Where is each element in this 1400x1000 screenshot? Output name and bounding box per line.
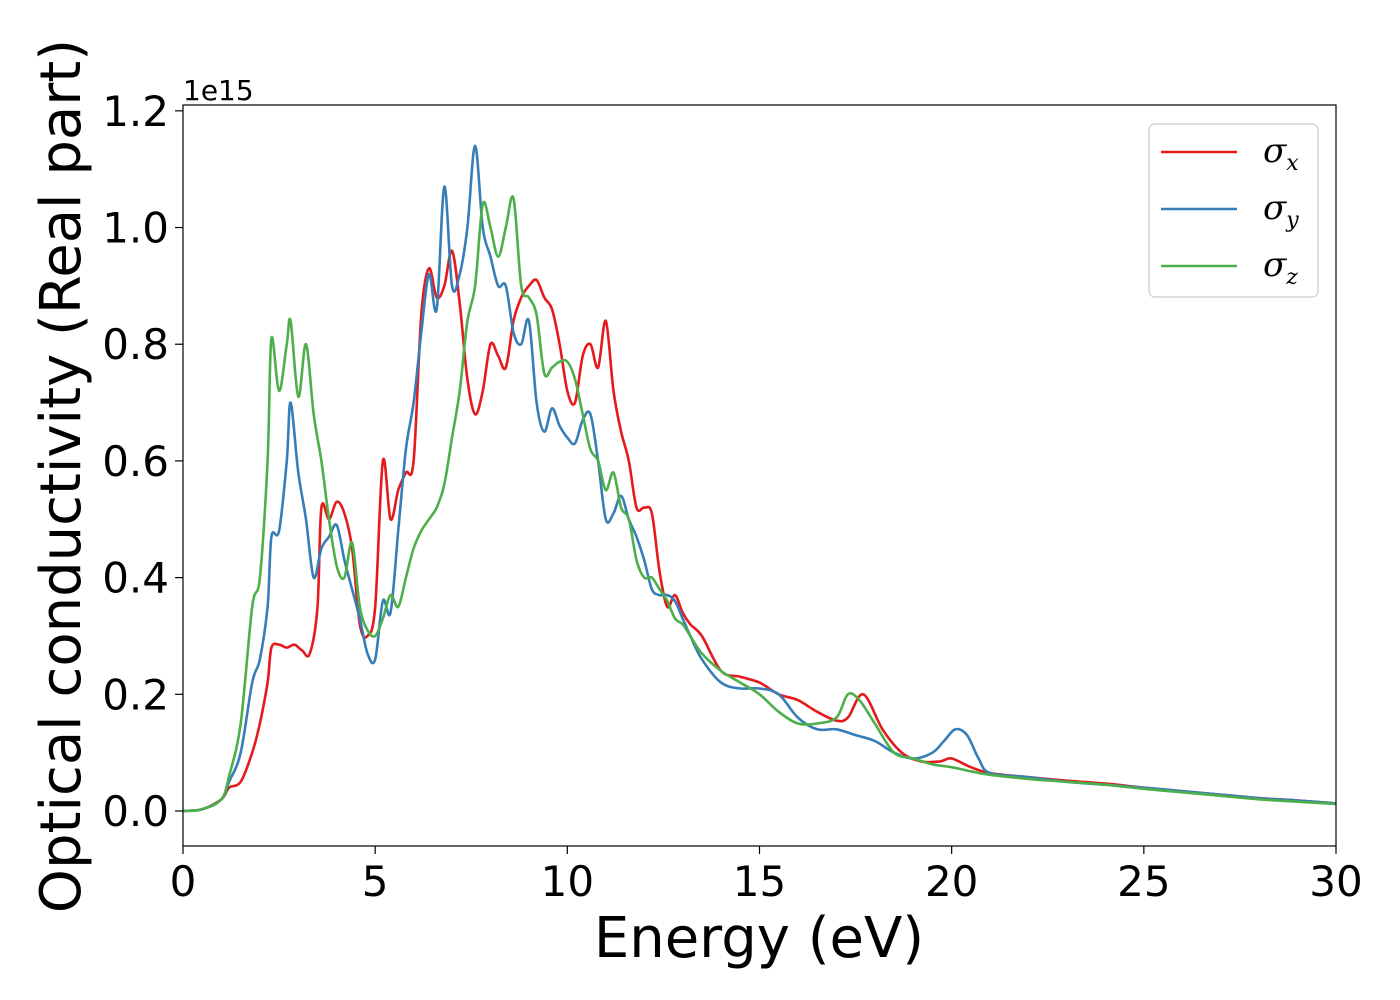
y-offset-label: 1e15	[183, 74, 254, 107]
series-line-z	[183, 195, 1336, 813]
y-axis-label: Optical conductivity (Real part)	[29, 39, 94, 913]
legend-label-z: σz	[1263, 245, 1298, 290]
y-tick-label: 0.0	[102, 787, 169, 836]
x-tick-label: 0	[170, 857, 197, 906]
y-tick-label: 1.0	[102, 204, 169, 253]
y-axis: 0.0 0.2 0.4 0.6 0.8 1.0 1.2	[102, 87, 183, 836]
y-tick-label: 0.6	[102, 437, 169, 486]
x-tick-label: 20	[925, 857, 978, 906]
x-tick-label: 5	[362, 857, 389, 906]
y-tick-label: 1.2	[102, 87, 169, 136]
legend-box	[1148, 123, 1319, 298]
legend-label-y: σy	[1263, 188, 1299, 233]
x-axis-label: Energy (eV)	[594, 906, 924, 971]
legend-label-x: σx	[1263, 131, 1299, 176]
legend: σx σy σz	[1148, 123, 1319, 298]
y-tick-label: 0.8	[102, 320, 169, 369]
x-axis: 0 5 10 15 20 25 30	[170, 846, 1363, 906]
legend-items: σx σy σz	[1161, 131, 1299, 290]
x-tick-label: 10	[541, 857, 594, 906]
x-tick-label: 15	[733, 857, 786, 906]
x-tick-label: 30	[1309, 857, 1362, 906]
plot-lines	[183, 144, 1336, 813]
x-tick-label: 25	[1117, 857, 1170, 906]
series-line-x	[183, 249, 1336, 813]
y-tick-label: 0.4	[102, 554, 169, 603]
y-tick-label: 0.2	[102, 670, 169, 719]
